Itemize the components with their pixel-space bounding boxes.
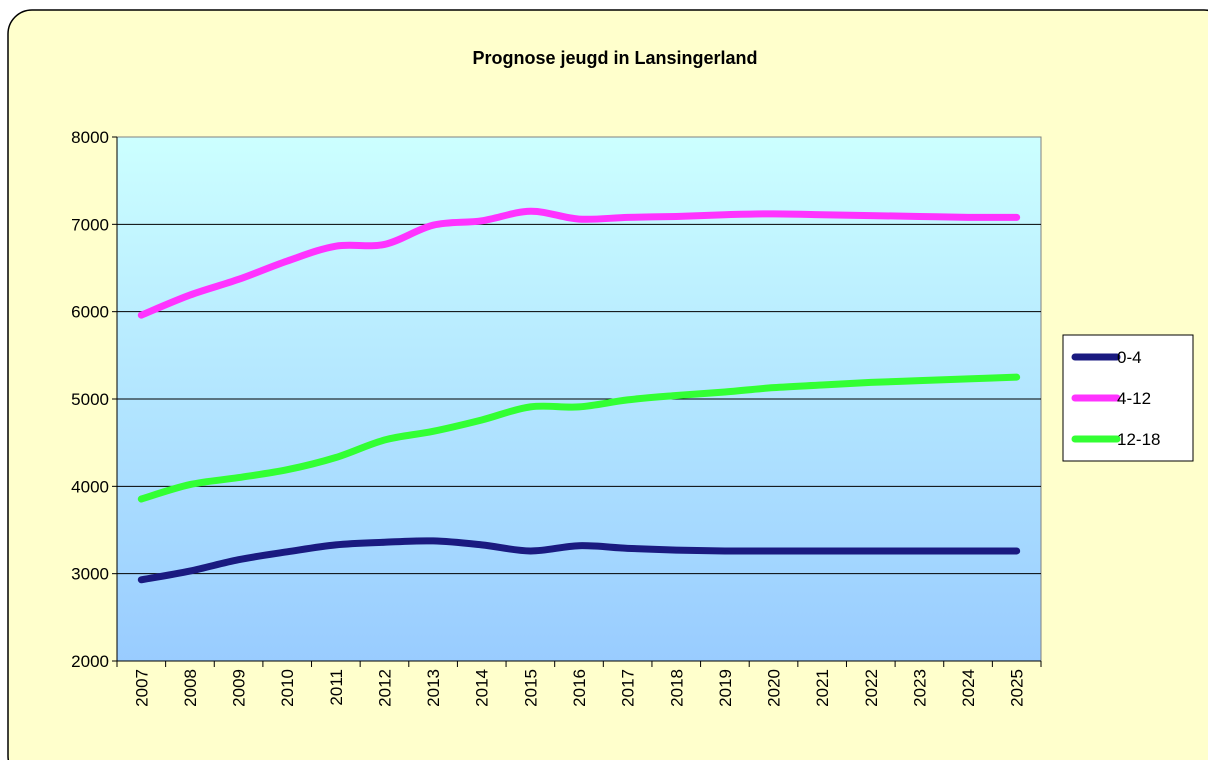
x-tick-label: 2013 — [424, 669, 443, 707]
x-tick-label: 2022 — [862, 669, 881, 707]
x-tick-label: 2010 — [278, 669, 297, 707]
legend-label: 0-4 — [1117, 348, 1142, 367]
x-tick-label: 2011 — [327, 669, 346, 706]
y-tick-label: 4000 — [71, 477, 109, 496]
x-tick-label: 2019 — [716, 669, 735, 707]
chart-title: Prognose jeugd in Lansingerland — [472, 48, 757, 68]
x-tick-label: 2020 — [765, 669, 784, 707]
y-tick-label: 3000 — [71, 565, 109, 584]
x-tick-label: 2012 — [375, 669, 394, 707]
x-tick-label: 2023 — [910, 669, 929, 707]
x-tick-label: 2015 — [521, 669, 540, 707]
y-tick-label: 8000 — [71, 128, 109, 147]
x-tick-label: 2021 — [813, 669, 832, 707]
y-tick-label: 6000 — [71, 303, 109, 322]
x-tick-label: 2016 — [570, 669, 589, 707]
x-tick-label: 2017 — [619, 669, 638, 707]
x-tick-label: 2024 — [959, 669, 978, 707]
series-line — [137, 373, 1021, 503]
x-tick-label: 2018 — [667, 669, 686, 707]
x-tick-label: 2007 — [132, 669, 151, 707]
x-tick-label: 2014 — [473, 669, 492, 707]
series-line — [137, 207, 1021, 319]
legend-label: 12-18 — [1117, 430, 1160, 449]
y-tick-label: 2000 — [71, 652, 109, 671]
x-tick-label: 2009 — [230, 669, 249, 707]
x-tick-label: 2008 — [181, 669, 200, 707]
legend-label: 4-12 — [1117, 389, 1151, 408]
y-tick-label: 5000 — [71, 390, 109, 409]
y-tick-label: 7000 — [71, 215, 109, 234]
x-tick-label: 2025 — [1008, 669, 1027, 707]
series-line — [137, 537, 1021, 584]
